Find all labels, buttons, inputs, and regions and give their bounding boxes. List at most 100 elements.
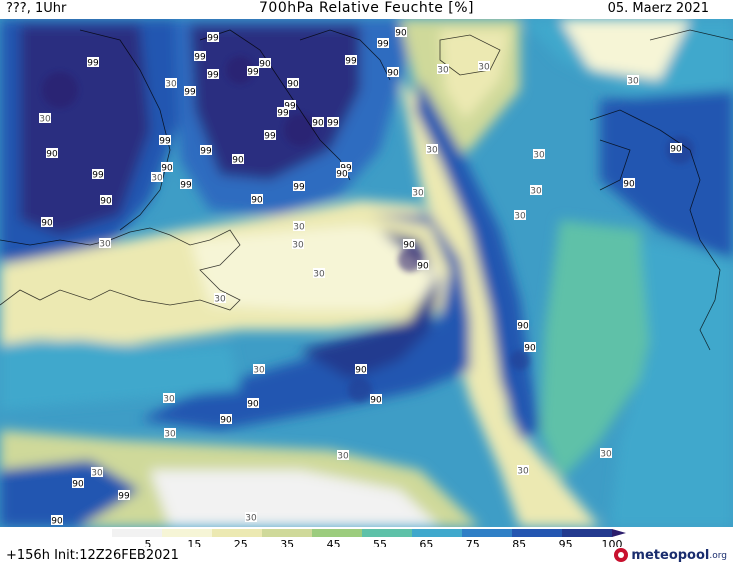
contour-label-text: 90 xyxy=(395,29,407,39)
contour-label: 30 xyxy=(292,239,304,251)
contour-label: 30 xyxy=(151,172,163,184)
contour-label: 90 xyxy=(232,154,244,166)
contour-label-text: 99 xyxy=(92,171,104,181)
contour-label-text: 30 xyxy=(627,77,639,87)
contour-label: 90 xyxy=(312,117,324,129)
contour-label: 99 xyxy=(277,107,289,119)
contour-label: 99 xyxy=(118,490,130,502)
contour-label-text: 30 xyxy=(533,151,545,161)
contour-label: 90 xyxy=(46,148,58,160)
contour-label-text: 90 xyxy=(287,80,299,90)
contour-label: 30 xyxy=(412,187,424,199)
colorbar-tick-label: 85 xyxy=(512,538,526,547)
contour-label: 90 xyxy=(670,143,682,155)
contour-label-text: 90 xyxy=(41,219,53,229)
contour-label-text: 30 xyxy=(214,295,226,305)
contour-label: 30 xyxy=(214,293,226,305)
contour-label: 99 xyxy=(207,69,219,81)
brand-domain: .org xyxy=(709,551,727,561)
contour-label-text: 90 xyxy=(161,164,173,174)
colorbar-swatch xyxy=(262,529,313,537)
colorbar-arrow xyxy=(612,529,626,537)
contour-label-text: 90 xyxy=(387,69,399,79)
colorbar-tick-label: 95 xyxy=(559,538,573,547)
contour-label-text: 30 xyxy=(437,66,449,76)
contour-label: 99 xyxy=(284,100,296,112)
contour-label-text: 99 xyxy=(118,492,130,502)
contour-label: 99 xyxy=(345,55,357,67)
contour-label: 30 xyxy=(164,428,176,440)
valid-time-label: ???, 1Uhr xyxy=(6,1,67,16)
contour-label-text: 30 xyxy=(514,212,526,222)
colorbar-swatch xyxy=(362,529,413,537)
contour-label: 30 xyxy=(514,210,526,222)
contour-label: 30 xyxy=(313,268,325,280)
contour-label-text: 30 xyxy=(600,450,612,460)
contour-label: 90 xyxy=(524,342,536,354)
contour-label: 90 xyxy=(395,27,407,39)
contour-label: 99 xyxy=(293,181,305,193)
contour-label-text: 30 xyxy=(530,187,542,197)
colorbar-swatch xyxy=(212,529,263,537)
contour-label-text: 30 xyxy=(337,452,349,462)
contour-label-text: 30 xyxy=(426,146,438,156)
contour-label: 90 xyxy=(251,194,263,206)
contour-label: 30 xyxy=(517,465,529,477)
contour-label-text: 90 xyxy=(623,180,635,190)
contour-label: 90 xyxy=(220,414,232,426)
valid-date-label: 05. Maerz 2021 xyxy=(607,1,709,16)
colorbar-tick-label: 15 xyxy=(187,538,201,547)
contour-label: 99 xyxy=(194,51,206,63)
colorbar-swatch xyxy=(512,529,563,537)
contour-label-text: 90 xyxy=(232,156,244,166)
contour-label-text: 90 xyxy=(336,170,348,180)
contour-label: 90 xyxy=(387,67,399,79)
contour-label: 90 xyxy=(51,515,63,527)
contour-label: 99 xyxy=(180,179,192,191)
contour-label-text: 30 xyxy=(164,430,176,440)
contour-label: 30 xyxy=(627,75,639,87)
contour-label: 90 xyxy=(287,78,299,90)
contour-label: 90 xyxy=(623,178,635,190)
contour-label-text: 99 xyxy=(377,40,389,50)
contour-label: 99 xyxy=(264,130,276,142)
colorbar-tick-label: 45 xyxy=(327,538,341,547)
brand-logo[interactable]: meteopool .org xyxy=(614,547,727,563)
contour-label-text: 90 xyxy=(46,150,58,160)
contour-label-text: 30 xyxy=(99,240,111,250)
contour-label: 30 xyxy=(293,221,305,233)
footer-bar: 5 15 25 35 45 55 65 75 85 95 100 +156h Init:12Z26F… xyxy=(0,527,733,566)
contour-label-text: 90 xyxy=(259,60,271,70)
contour-label: 90 xyxy=(72,478,84,490)
contour-label-text: 30 xyxy=(293,223,305,233)
contour-label-text: 90 xyxy=(220,416,232,426)
contour-label: 90 xyxy=(336,168,348,180)
contour-label-text: 99 xyxy=(247,68,259,78)
contour-label-text: 99 xyxy=(159,137,171,147)
contour-label-text: 90 xyxy=(370,396,382,406)
contour-label-text: 99 xyxy=(345,57,357,67)
contour-label-text: 30 xyxy=(313,270,325,280)
contour-label-text: 30 xyxy=(253,366,265,376)
contour-label: 30 xyxy=(91,467,103,479)
header-bar: ???, 1Uhr 700hPa Relative Feuchte [%] 05… xyxy=(0,0,733,19)
contour-label-text: 30 xyxy=(412,189,424,199)
contour-label: 90 xyxy=(161,162,173,174)
contour-label: 30 xyxy=(245,512,257,524)
contour-label: 99 xyxy=(327,117,339,129)
contour-label-text: 99 xyxy=(194,53,206,63)
contour-label-text: 30 xyxy=(292,241,304,251)
contour-label-text: 99 xyxy=(207,34,219,44)
contour-label-text: 99 xyxy=(327,119,339,129)
contour-label: 90 xyxy=(517,320,529,332)
contour-label-text: 90 xyxy=(312,119,324,129)
contour-label-text: 30 xyxy=(478,63,490,73)
contour-label: 30 xyxy=(163,393,175,405)
contour-label: 30 xyxy=(426,144,438,156)
colorbar-tick-label: 65 xyxy=(419,538,433,547)
contour-label: 30 xyxy=(533,149,545,161)
contour-label: 99 xyxy=(377,38,389,50)
contour-label-text: 99 xyxy=(184,88,196,98)
contour-label: 90 xyxy=(247,398,259,410)
